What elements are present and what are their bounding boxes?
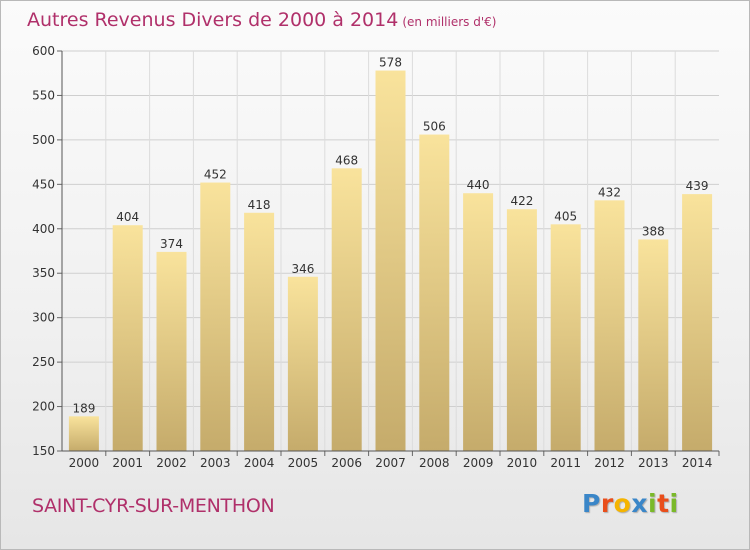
proxiti-logo[interactable]: Proxiti xyxy=(582,489,679,518)
x-tick-label: 2011 xyxy=(550,456,581,470)
x-tick-label: 2001 xyxy=(112,456,143,470)
bar xyxy=(463,193,494,451)
logo-letter: P xyxy=(582,489,601,518)
bar xyxy=(156,251,187,451)
x-tick-label: 2007 xyxy=(375,456,406,470)
bar-value-label: 439 xyxy=(686,179,709,193)
bar xyxy=(682,194,713,451)
axes xyxy=(57,50,720,456)
chart-unit-note: (en milliers d'€) xyxy=(402,15,497,29)
bar xyxy=(331,168,362,452)
bar xyxy=(287,276,318,451)
y-tick-label: 450 xyxy=(32,177,55,191)
x-tick-label: 2012 xyxy=(594,456,625,470)
bar-value-label: 440 xyxy=(467,178,490,192)
bar-value-label: 452 xyxy=(204,168,227,182)
bar-value-label: 189 xyxy=(72,401,95,415)
y-tick-label: 350 xyxy=(32,266,55,280)
y-tick-label: 300 xyxy=(32,311,55,325)
bar-value-label: 374 xyxy=(160,237,183,251)
x-tick-label: 2002 xyxy=(156,456,187,470)
chart-title-text: Autres Revenus Divers de 2000 à 2014 xyxy=(27,9,399,31)
bar-value-label: 506 xyxy=(423,120,446,134)
y-tick-label: 400 xyxy=(32,222,55,236)
bar xyxy=(506,209,537,451)
x-tick-label: 2008 xyxy=(419,456,450,470)
chart-title: Autres Revenus Divers de 2000 à 2014 (en … xyxy=(27,9,496,31)
x-tick-label: 2013 xyxy=(638,456,669,470)
labels: 150 200 250 300 350 400 450 500 550 600 189 2000 404… xyxy=(32,44,712,470)
x-tick-label: 2004 xyxy=(244,456,275,470)
logo-letter: i xyxy=(648,489,658,518)
commune-name: SAINT-CYR-SUR-MENTHON xyxy=(32,495,275,517)
logo-letter: r xyxy=(600,489,614,518)
x-tick-label: 2010 xyxy=(507,456,538,470)
logo-letter: o xyxy=(613,489,632,518)
bar xyxy=(200,182,231,452)
bar-value-label: 346 xyxy=(291,262,314,276)
bar xyxy=(594,200,625,451)
bar xyxy=(112,225,143,451)
logo-letter: t xyxy=(657,489,670,518)
x-tick-label: 2003 xyxy=(200,456,231,470)
bar-value-label: 432 xyxy=(598,185,621,199)
bar-value-label: 388 xyxy=(642,224,665,238)
x-tick-label: 2014 xyxy=(682,456,713,470)
bar-value-label: 422 xyxy=(510,194,533,208)
bar xyxy=(550,224,581,451)
logo-letter: i xyxy=(669,489,679,518)
x-tick-label: 2006 xyxy=(331,456,362,470)
x-tick-label: 2009 xyxy=(463,456,494,470)
bar xyxy=(638,239,669,451)
bars xyxy=(68,70,713,452)
y-tick-label: 200 xyxy=(32,400,55,414)
bar xyxy=(244,212,275,451)
x-tick-label: 2000 xyxy=(69,456,100,470)
x-tick-label: 2005 xyxy=(288,456,319,470)
y-tick-label: 600 xyxy=(32,44,55,58)
bar xyxy=(419,134,450,452)
bar-value-label: 468 xyxy=(335,153,358,167)
logo-letter: x xyxy=(631,489,648,518)
bar-value-label: 404 xyxy=(116,210,139,224)
bar xyxy=(68,416,99,451)
bar xyxy=(375,70,406,452)
bar-value-label: 405 xyxy=(554,209,577,223)
y-tick-label: 250 xyxy=(32,355,55,369)
bar-value-label: 418 xyxy=(248,198,271,212)
y-tick-label: 550 xyxy=(32,88,55,102)
y-tick-label: 500 xyxy=(32,133,55,147)
bar-value-label: 578 xyxy=(379,56,402,70)
y-tick-label: 150 xyxy=(32,444,55,458)
